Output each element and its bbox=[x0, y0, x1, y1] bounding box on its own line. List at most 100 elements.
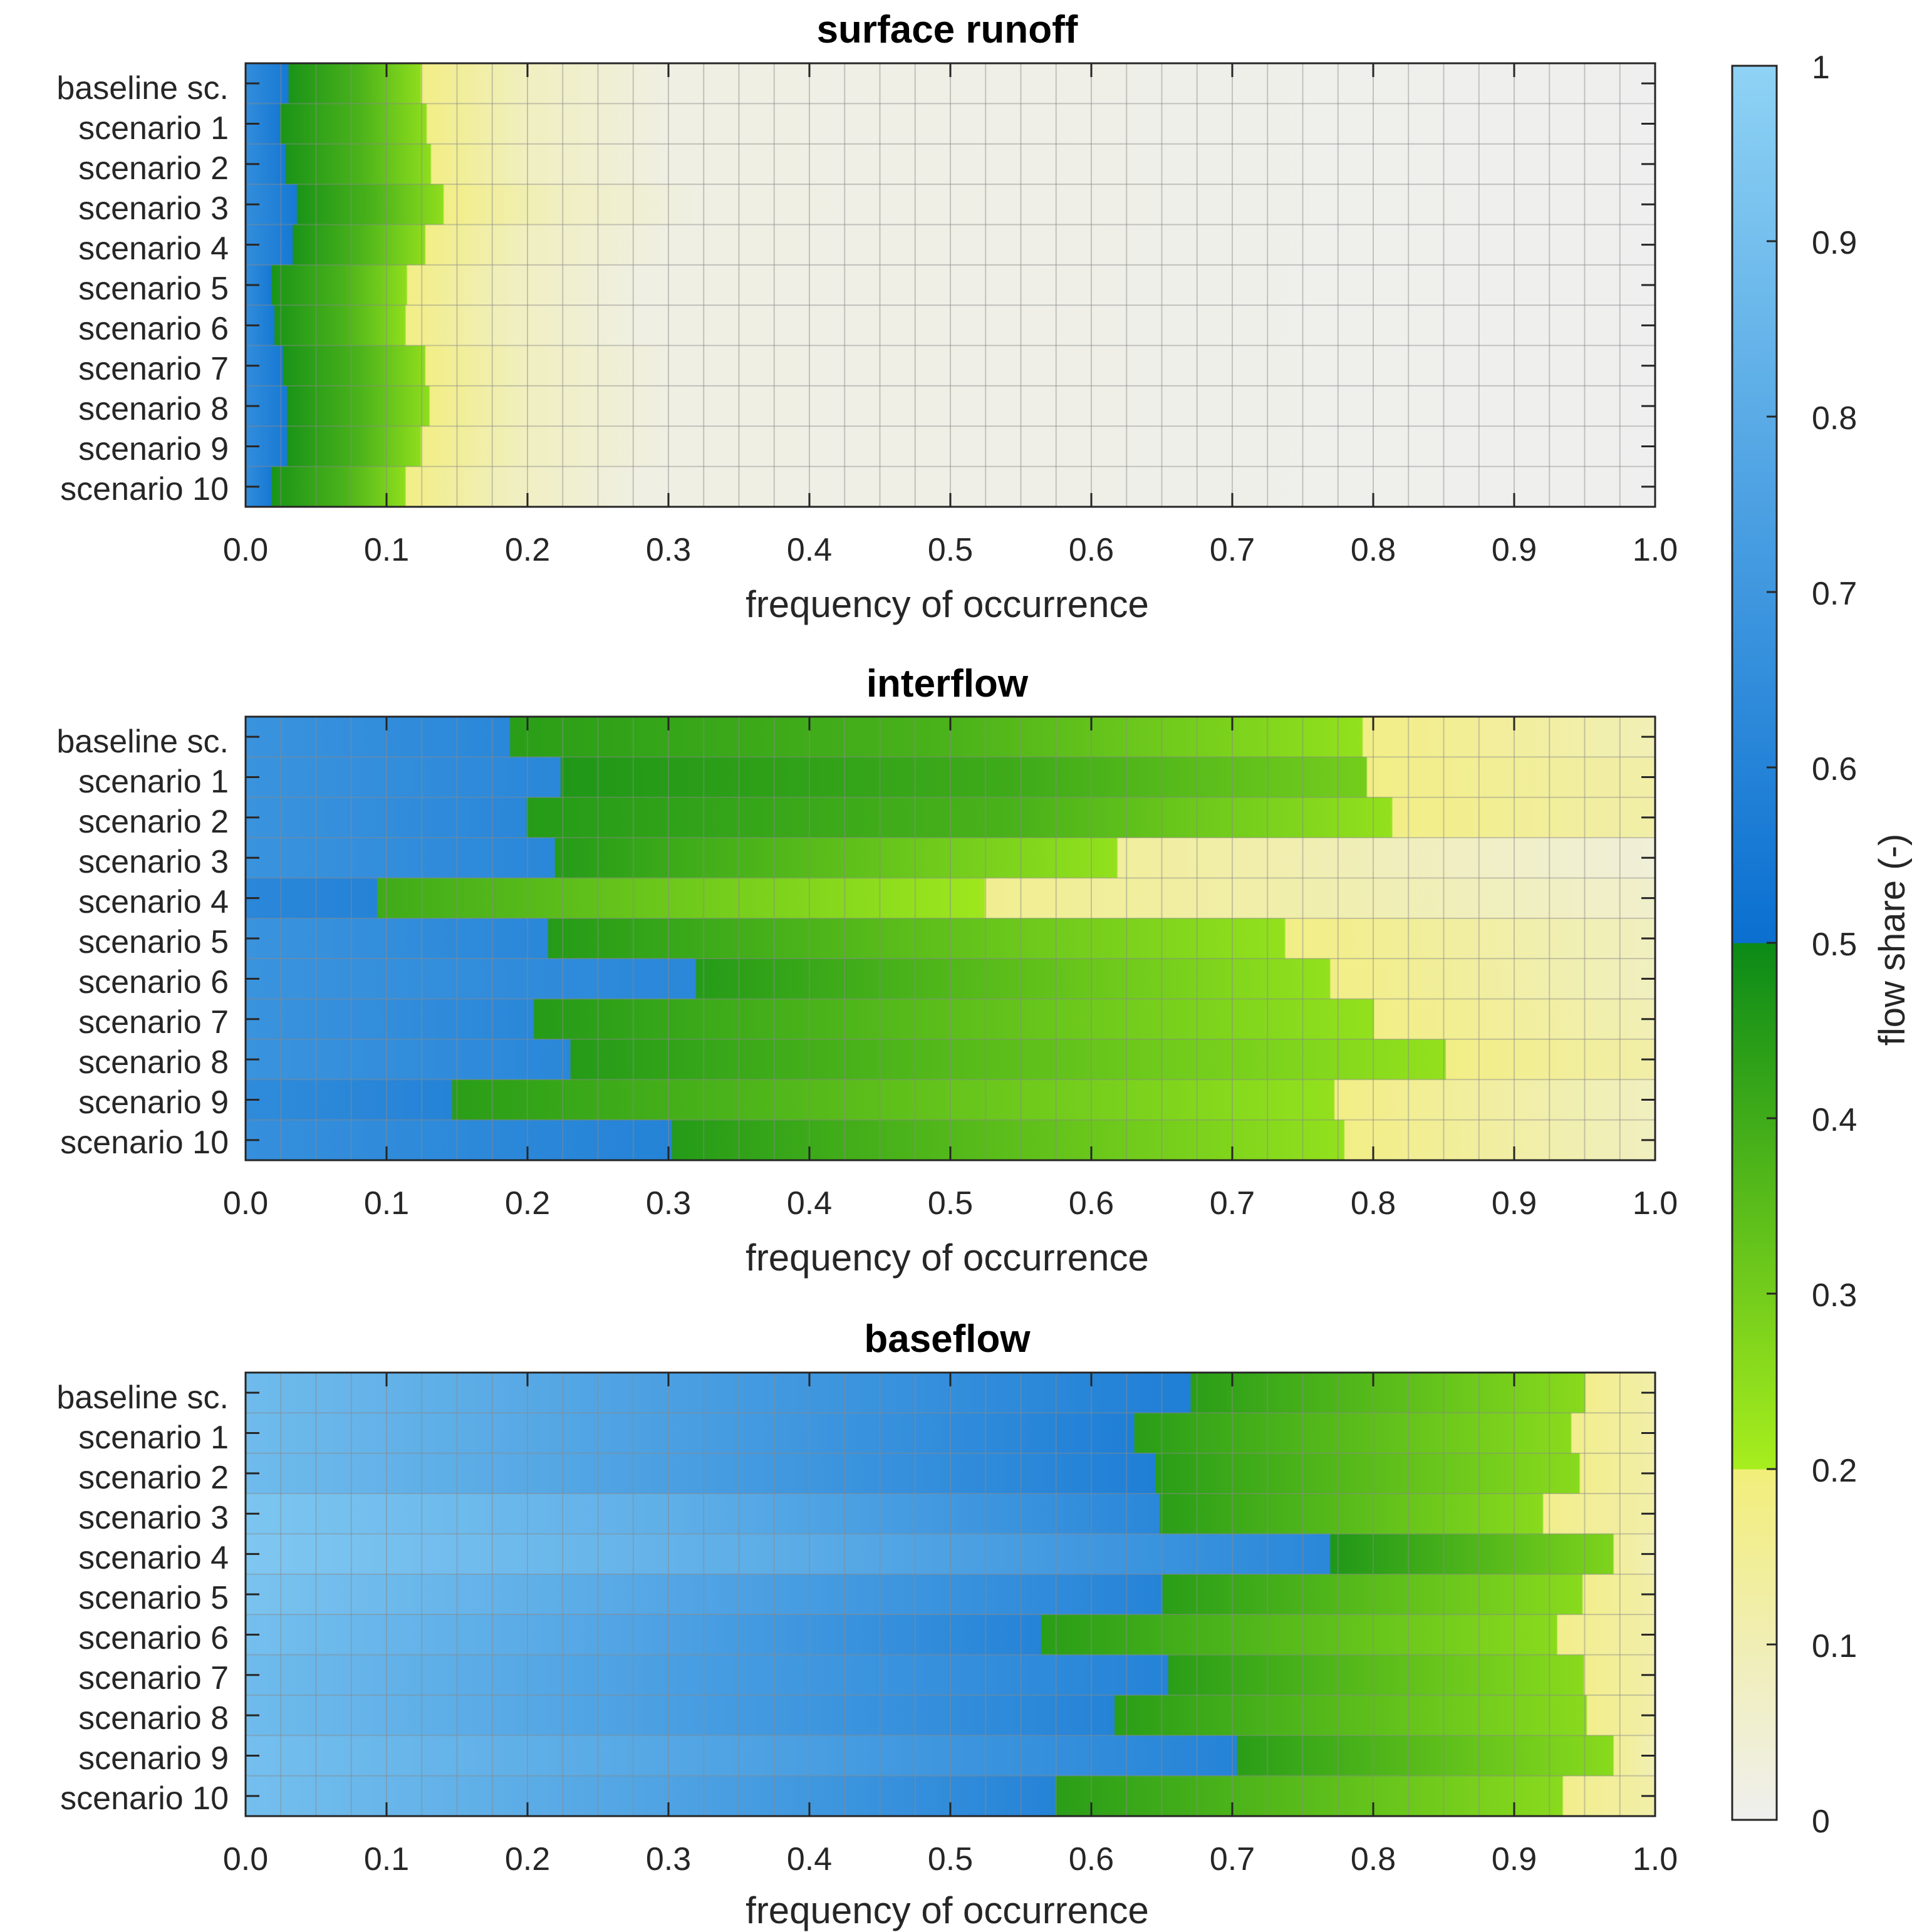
y-category-label: scenario 4 bbox=[78, 1540, 229, 1576]
y-axis: baseline sc. scenario 1 scenario 2 scena… bbox=[56, 70, 229, 507]
heatmap-row bbox=[246, 1493, 1655, 1535]
y-category-label: baseline sc. bbox=[56, 1379, 229, 1416]
heatmap-row bbox=[246, 1735, 1655, 1777]
y-category-label: scenario 1 bbox=[78, 764, 229, 800]
colorbar-ticks: 0 0.1 0.2 0.3 0.4 0.5 0.6 0.7 0.8 0.9 1 bbox=[1812, 49, 1857, 1840]
panel-baseflow: baseflow 0.0 0.1 0.2 0.3 0.4 0.5 0.6 0.7… bbox=[56, 1317, 1678, 1931]
x-axis-label: frequency of occurrence bbox=[746, 583, 1149, 625]
plot-frame bbox=[244, 1371, 1656, 1817]
y-category-label: scenario 9 bbox=[78, 431, 229, 467]
colorbar-tick-label: 0 bbox=[1812, 1804, 1830, 1840]
y-category-label: scenario 10 bbox=[60, 471, 229, 507]
x-tick-label: 1.0 bbox=[1633, 1185, 1678, 1222]
heatmap-row bbox=[246, 1079, 1655, 1121]
x-tick-label: 0.9 bbox=[1492, 1185, 1537, 1222]
colorbar-tick-label: 0.5 bbox=[1812, 927, 1857, 963]
plot-frame bbox=[244, 62, 1656, 508]
x-axis: 0.0 0.1 0.2 0.3 0.4 0.5 0.6 0.7 0.8 0.9 … bbox=[223, 1841, 1678, 1931]
y-category-label: scenario 3 bbox=[78, 1500, 229, 1536]
x-tick-label: 0.7 bbox=[1210, 1841, 1255, 1877]
x-tick-label: 0.8 bbox=[1351, 532, 1396, 568]
heatmap-plot bbox=[244, 715, 1656, 1161]
x-axis: 0.0 0.1 0.2 0.3 0.4 0.5 0.6 0.7 0.8 0.9 … bbox=[223, 1185, 1678, 1279]
x-tick-label: 0.0 bbox=[223, 1185, 268, 1222]
y-category-label: scenario 8 bbox=[78, 391, 229, 427]
heatmap-row bbox=[246, 1574, 1655, 1615]
colorbar-tick-label: 0.4 bbox=[1812, 1102, 1857, 1138]
x-tick-label: 0.2 bbox=[505, 1841, 550, 1877]
x-tick-label: 0.2 bbox=[505, 532, 550, 568]
x-tick-label: 0.3 bbox=[646, 1841, 691, 1877]
y-category-label: scenario 9 bbox=[78, 1740, 229, 1777]
y-category-label: scenario 6 bbox=[78, 1620, 229, 1656]
y-category-label: scenario 5 bbox=[78, 271, 229, 307]
x-tick-label: 0.7 bbox=[1210, 1185, 1255, 1222]
colorbar: 0 0.1 0.2 0.3 0.4 0.5 0.6 0.7 0.8 0.9 1 … bbox=[1731, 49, 1913, 1840]
heatmap-row bbox=[246, 878, 1655, 919]
x-tick-label: 0.1 bbox=[364, 1841, 409, 1877]
heatmap-row bbox=[246, 1453, 1655, 1494]
heatmap-plot bbox=[244, 62, 1656, 508]
x-tick-label: 0.6 bbox=[1069, 1841, 1114, 1877]
y-category-label: scenario 6 bbox=[78, 964, 229, 1000]
heatmap-row bbox=[246, 103, 1655, 145]
y-category-label: scenario 10 bbox=[60, 1780, 229, 1817]
heatmap-row bbox=[246, 385, 1655, 427]
x-tick-label: 0.7 bbox=[1210, 532, 1255, 568]
heatmap-row bbox=[246, 224, 1655, 266]
y-category-label: scenario 9 bbox=[78, 1084, 229, 1121]
panel-title: interflow bbox=[866, 662, 1029, 705]
x-tick-label: 1.0 bbox=[1633, 532, 1678, 568]
y-category-label: scenario 2 bbox=[78, 1460, 229, 1496]
y-category-label: scenario 7 bbox=[78, 351, 229, 387]
y-category-label: scenario 3 bbox=[78, 844, 229, 880]
heatmap-row bbox=[246, 305, 1655, 346]
x-tick-label: 0.6 bbox=[1069, 532, 1114, 568]
x-tick-label: 0.5 bbox=[928, 1841, 973, 1877]
x-tick-label: 0.0 bbox=[223, 1841, 268, 1877]
y-axis: baseline sc. scenario 1 scenario 2 scena… bbox=[56, 724, 229, 1161]
y-category-label: scenario 4 bbox=[78, 231, 229, 267]
x-tick-label: 0.0 bbox=[223, 532, 268, 568]
y-category-label: baseline sc. bbox=[56, 70, 229, 106]
x-tick-label: 0.4 bbox=[787, 1185, 832, 1222]
y-category-label: scenario 7 bbox=[78, 1660, 229, 1696]
x-tick-label: 0.1 bbox=[364, 532, 409, 568]
colorbar-tick-label: 0.7 bbox=[1812, 576, 1857, 612]
y-category-label: scenario 2 bbox=[78, 150, 229, 187]
heatmap-row bbox=[246, 918, 1655, 959]
heatmap-row bbox=[246, 999, 1655, 1040]
y-category-label: scenario 10 bbox=[60, 1124, 229, 1161]
heatmap-row bbox=[246, 797, 1655, 838]
x-axis-label: frequency of occurrence bbox=[746, 1237, 1149, 1279]
colorbar-frame bbox=[1731, 65, 1778, 1821]
colorbar-tick-label: 1 bbox=[1812, 49, 1830, 86]
panel-interflow: interflow 0.0 0.1 0.2 0.3 0.4 0.5 0.6 0.… bbox=[56, 662, 1678, 1279]
x-tick-label: 0.4 bbox=[787, 1841, 832, 1877]
colorbar-label: flow share (-) bbox=[1872, 834, 1913, 1046]
x-tick-label: 0.9 bbox=[1492, 532, 1537, 568]
heatmap-row bbox=[246, 757, 1655, 798]
panel-surface-runoff: surface runoff 0.0 0.1 0.2 0.3 0.4 0.5 0… bbox=[56, 8, 1678, 625]
y-axis: baseline sc. scenario 1 scenario 2 scena… bbox=[56, 1379, 229, 1817]
colorbar-tick-label: 0.2 bbox=[1812, 1453, 1857, 1489]
plot-frame bbox=[244, 715, 1656, 1161]
y-category-label: scenario 7 bbox=[78, 1004, 229, 1041]
colorbar-segment bbox=[1732, 66, 1777, 943]
colorbar-tick-label: 0.8 bbox=[1812, 400, 1857, 437]
heatmap-row bbox=[246, 426, 1655, 467]
x-tick-label: 0.8 bbox=[1351, 1841, 1396, 1877]
y-category-label: scenario 6 bbox=[78, 311, 229, 347]
panel-title: surface runoff bbox=[817, 8, 1078, 51]
heatmap-row bbox=[246, 1654, 1655, 1696]
y-category-label: scenario 5 bbox=[78, 1580, 229, 1616]
x-tick-label: 0.2 bbox=[505, 1185, 550, 1222]
y-category-label: scenario 8 bbox=[78, 1700, 229, 1737]
heatmap-row bbox=[246, 838, 1655, 879]
x-tick-label: 0.3 bbox=[646, 532, 691, 568]
colorbar-tick-label: 0.6 bbox=[1812, 751, 1857, 787]
heatmap-row bbox=[246, 345, 1655, 387]
x-tick-label: 0.1 bbox=[364, 1185, 409, 1222]
colorbar-tick-label: 0.3 bbox=[1812, 1277, 1857, 1314]
